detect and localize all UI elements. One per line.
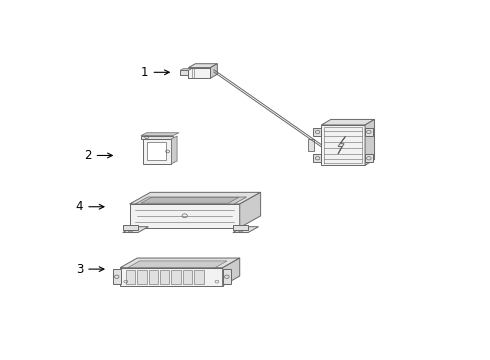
Bar [126, 270, 135, 284]
Polygon shape [120, 258, 240, 268]
Polygon shape [129, 192, 261, 204]
Polygon shape [141, 197, 239, 203]
Bar [172, 270, 181, 284]
Text: 2: 2 [84, 149, 112, 162]
Polygon shape [123, 227, 148, 233]
Polygon shape [128, 261, 227, 268]
Polygon shape [141, 133, 179, 135]
Bar [183, 270, 192, 284]
Bar [143, 139, 171, 164]
Polygon shape [321, 125, 365, 165]
Bar [113, 269, 121, 284]
Polygon shape [180, 69, 192, 70]
Bar [141, 135, 173, 139]
Bar [137, 270, 147, 284]
Bar [233, 225, 248, 230]
Bar [313, 128, 321, 136]
Bar [308, 139, 314, 151]
Bar [365, 154, 373, 162]
Text: 3: 3 [76, 262, 104, 276]
Polygon shape [233, 227, 259, 233]
Polygon shape [321, 120, 374, 125]
Text: 1: 1 [141, 66, 169, 79]
Bar [123, 225, 138, 230]
Polygon shape [172, 136, 177, 164]
Polygon shape [189, 64, 218, 68]
Polygon shape [240, 192, 261, 228]
Bar [365, 128, 373, 136]
Polygon shape [365, 120, 374, 165]
Polygon shape [120, 268, 222, 286]
Polygon shape [189, 68, 211, 78]
Bar [160, 270, 170, 284]
Bar [147, 143, 167, 161]
Polygon shape [129, 204, 240, 228]
Text: 4: 4 [76, 200, 104, 213]
Bar [222, 269, 231, 284]
Polygon shape [135, 197, 246, 204]
Bar [180, 70, 189, 75]
Bar [148, 270, 158, 284]
Polygon shape [211, 64, 218, 78]
Bar [313, 154, 321, 162]
Bar [194, 270, 204, 284]
Polygon shape [222, 258, 240, 286]
